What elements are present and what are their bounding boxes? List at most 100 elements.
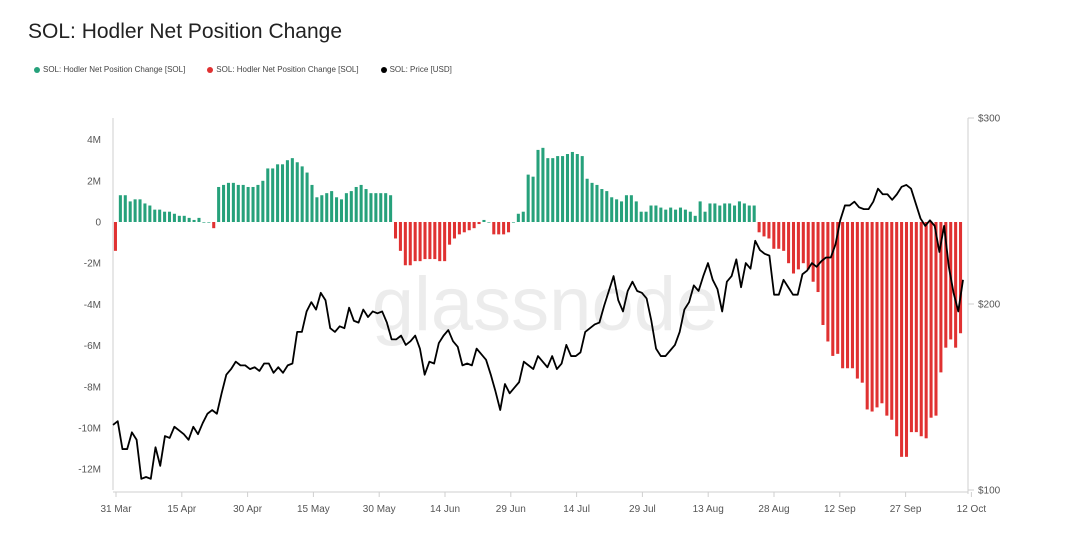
bar <box>865 222 869 410</box>
bar <box>674 209 678 222</box>
bar <box>895 222 899 437</box>
bar <box>944 222 948 348</box>
x-tick-label: 27 Sep <box>890 504 922 515</box>
bar <box>492 222 496 235</box>
bar <box>762 222 766 237</box>
bar <box>325 193 329 222</box>
y-right-tick-label: $100 <box>978 486 1001 497</box>
bar <box>831 222 835 356</box>
bar <box>448 222 452 245</box>
bar <box>349 191 353 222</box>
bar <box>939 222 943 373</box>
x-tick-label: 14 Jun <box>430 504 460 515</box>
bar <box>565 154 570 222</box>
bar <box>934 222 938 416</box>
bar <box>261 180 265 222</box>
bar <box>713 203 717 222</box>
legend-item-negative[interactable]: SOL: Hodler Net Position Change [SOL] <box>207 65 359 74</box>
bar <box>556 156 560 222</box>
bar <box>772 222 776 249</box>
y-left-tick-label: -6M <box>84 341 101 352</box>
bar <box>733 205 737 222</box>
bar <box>659 207 663 222</box>
bar <box>516 213 520 222</box>
bar <box>541 147 545 222</box>
bar <box>246 186 250 222</box>
bar <box>187 217 191 222</box>
bar <box>850 222 854 369</box>
bar <box>452 222 456 239</box>
y-left-tick-label: -8M <box>84 382 101 393</box>
bar <box>148 205 152 222</box>
bar <box>423 222 427 260</box>
bar <box>880 222 884 404</box>
bar <box>477 222 481 225</box>
bar <box>472 222 476 229</box>
bar <box>551 158 555 222</box>
bar <box>787 222 791 264</box>
bar <box>418 222 422 262</box>
bar <box>384 193 388 222</box>
bar <box>914 222 918 433</box>
bar <box>482 219 486 222</box>
bar <box>300 166 304 222</box>
x-tick-label: 30 May <box>363 504 396 515</box>
bar <box>836 222 840 354</box>
bar <box>634 201 638 222</box>
bar <box>408 222 412 266</box>
bar <box>801 222 805 264</box>
bar <box>379 193 383 222</box>
bar <box>497 222 501 235</box>
bar <box>271 168 275 222</box>
bar <box>757 222 761 233</box>
bar <box>777 222 781 249</box>
bar <box>575 154 579 222</box>
bar <box>954 222 958 348</box>
bar <box>389 195 393 222</box>
bar <box>737 201 741 222</box>
x-tick-label: 13 Aug <box>693 504 724 515</box>
bar <box>909 222 913 433</box>
x-tick-label: 28 Aug <box>758 504 789 515</box>
bar <box>335 197 339 222</box>
bar <box>826 222 830 342</box>
bar <box>900 222 904 457</box>
bar <box>285 160 289 222</box>
bar <box>507 222 511 233</box>
bar <box>207 222 211 223</box>
bar <box>644 211 648 222</box>
bar <box>615 199 619 222</box>
bar <box>428 222 432 260</box>
bar <box>118 195 122 222</box>
bar <box>364 189 368 222</box>
bar <box>462 222 466 233</box>
bar <box>811 222 815 282</box>
legend-item-positive[interactable]: SOL: Hodler Net Position Change [SOL] <box>34 65 185 74</box>
price-line <box>112 184 964 480</box>
bar <box>374 193 378 222</box>
bar <box>192 219 196 222</box>
legend-item-price[interactable]: SOL: Price [USD] <box>380 65 452 74</box>
bar <box>153 209 157 222</box>
bars-group <box>113 147 963 457</box>
y-left-tick-label: -12M <box>78 465 101 476</box>
bar <box>870 222 874 412</box>
bar <box>438 222 442 262</box>
bar <box>369 193 373 222</box>
bar <box>143 203 147 222</box>
y-left-tick-label: 0 <box>95 218 101 229</box>
bar <box>620 201 624 222</box>
bar <box>654 205 658 222</box>
bar <box>919 222 923 437</box>
bar <box>305 172 309 222</box>
bar <box>536 149 540 222</box>
bar <box>433 222 437 260</box>
bar <box>398 222 402 251</box>
legend-dot-price <box>380 66 387 73</box>
bar <box>217 186 221 222</box>
bar <box>806 222 810 270</box>
bar <box>393 222 398 239</box>
bar <box>172 213 176 222</box>
bar <box>580 156 584 222</box>
x-tick-label: 29 Jun <box>496 504 526 515</box>
